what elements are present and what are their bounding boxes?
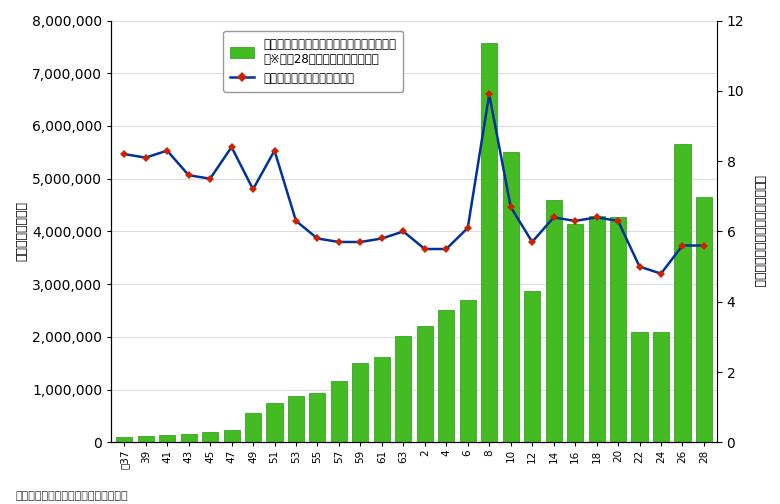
Bar	[417, 326, 433, 443]
Bar	[267, 403, 282, 443]
Text: 出典：各省庁資料をもとに内阂府作成: 出典：各省庁資料をもとに内阂府作成	[16, 491, 128, 501]
Bar	[610, 217, 626, 443]
Bar	[245, 413, 261, 443]
Legend: 防災関係予算合計予算額（補正後予算額）
（※平成28年度は当初予算のみ）, 防災関係予算合計対一般会計: 防災関係予算合計予算額（補正後予算額） （※平成28年度は当初予算のみ）, 防災…	[223, 31, 403, 92]
Bar	[137, 436, 154, 443]
Bar	[632, 332, 647, 443]
Bar	[202, 432, 218, 443]
Bar	[653, 332, 669, 443]
Bar	[438, 310, 454, 443]
Bar	[224, 430, 239, 443]
Bar	[116, 437, 133, 443]
Bar	[524, 290, 541, 443]
Bar	[696, 197, 712, 443]
Bar	[331, 381, 347, 443]
Bar	[502, 152, 519, 443]
Bar	[374, 357, 390, 443]
Bar	[589, 216, 604, 443]
Bar	[481, 43, 498, 443]
Bar	[545, 200, 562, 443]
Bar	[159, 435, 176, 443]
Bar	[288, 396, 304, 443]
Bar	[310, 393, 325, 443]
Bar	[459, 300, 476, 443]
Bar	[675, 144, 690, 443]
Bar	[180, 434, 197, 443]
Y-axis label: 一般会計予算に占める割合（％）: 一般会計予算に占める割合（％）	[752, 175, 765, 288]
Bar	[567, 224, 583, 443]
Y-axis label: 予算額（百万円）: 予算額（百万円）	[15, 202, 28, 262]
Bar	[395, 336, 411, 443]
Bar	[353, 363, 368, 443]
